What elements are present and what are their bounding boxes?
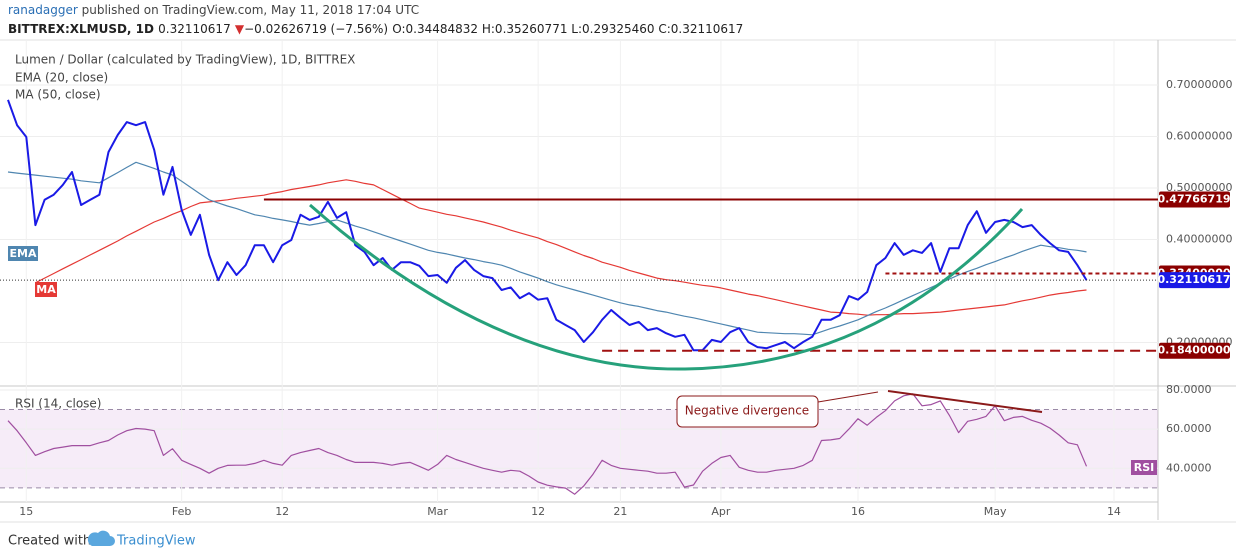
x-tick-label: May	[984, 505, 1007, 518]
y-tick-label: 0.50000000	[1166, 181, 1232, 194]
series-line	[35, 179, 1087, 316]
series-tag-box	[8, 246, 38, 261]
change: −0.02626719 (−7.56%)	[244, 22, 388, 36]
x-tick-label: Feb	[172, 505, 191, 518]
series-line	[7, 161, 1087, 336]
y-tick-label: 0.40000000	[1166, 232, 1232, 245]
x-tick-label: 16	[851, 505, 865, 518]
level-label: 0.18400000	[1157, 344, 1230, 357]
symbol-line: BITTREX:XLMUSD, 1D 0.32110617 ▼−0.026267…	[8, 22, 743, 36]
series-tag-box	[1131, 460, 1157, 475]
author: ranadagger	[8, 3, 78, 17]
callout-pointer	[817, 391, 879, 403]
x-tick-label: Mar	[427, 505, 448, 518]
symbol: BITTREX:XLMUSD, 1D	[8, 22, 154, 36]
series-tag: RSI	[1134, 461, 1155, 474]
divergence-line	[887, 390, 1043, 413]
published: published on TradingView.com, May 11, 20…	[82, 3, 419, 17]
y2-tick-label: 80.0000	[1166, 383, 1212, 396]
level-label: 0.47766719	[1157, 192, 1230, 205]
x-tick-label: Apr	[711, 505, 731, 518]
level-label-box	[1159, 342, 1230, 359]
level-label-box	[1159, 272, 1230, 289]
legend-entry: MA (50, close)	[15, 88, 101, 102]
x-tick-label: 15	[19, 505, 33, 518]
brand-logo	[87, 530, 115, 546]
change-arrow: ▼	[235, 22, 245, 36]
rsi-band	[0, 409, 1158, 488]
series-line	[7, 99, 1088, 352]
callout-text: Negative divergence	[685, 404, 809, 418]
x-tick-label: 12	[275, 505, 289, 518]
x-tick-label: 12	[531, 505, 545, 518]
series-tag-box	[35, 282, 57, 297]
header-line: ranadagger published on TradingView.com,…	[8, 3, 419, 17]
legend-entry: EMA (20, close)	[15, 71, 108, 85]
x-tick-label: 14	[1107, 505, 1121, 518]
last-price: 0.32110617	[158, 22, 231, 36]
footer-text: Created with	[8, 534, 91, 549]
legend-entry: Lumen / Dollar (calculated by TradingVie…	[15, 53, 355, 67]
y2-tick-label: 40.0000	[1166, 461, 1212, 474]
series-tag: EMA	[10, 247, 37, 260]
series-tag: MA	[36, 283, 56, 296]
footer-brand: TradingView	[116, 534, 196, 549]
x-tick-label: 21	[613, 505, 627, 518]
level-label: 0.32110617	[1157, 273, 1230, 286]
y-tick-label: 0.70000000	[1166, 78, 1232, 91]
series-line	[7, 393, 1088, 495]
legend-entry: RSI (14, close)	[15, 397, 101, 411]
annotations: Negative divergence	[309, 203, 1043, 428]
level-label-box	[1159, 191, 1230, 208]
ohlc: O:0.34484832 H:0.35260771 L:0.29325460 C…	[392, 22, 743, 36]
y-tick-label: 0.60000000	[1166, 130, 1232, 143]
cup-curve	[309, 203, 1024, 371]
y2-tick-label: 60.0000	[1166, 422, 1212, 435]
callout-box	[676, 395, 819, 428]
